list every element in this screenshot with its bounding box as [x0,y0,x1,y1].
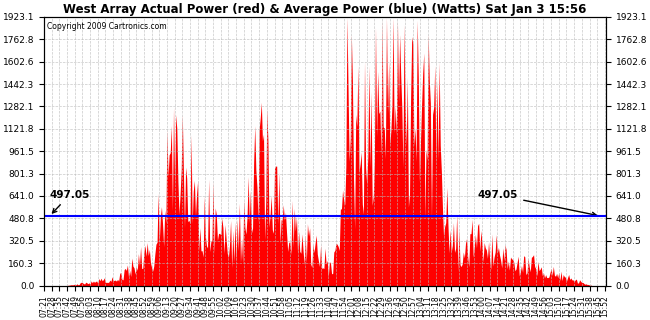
Title: West Array Actual Power (red) & Average Power (blue) (Watts) Sat Jan 3 15:56: West Array Actual Power (red) & Average … [63,3,587,16]
Text: 497.05: 497.05 [49,190,90,213]
Text: 497.05: 497.05 [478,190,596,216]
Text: Copyright 2009 Cartronics.com: Copyright 2009 Cartronics.com [47,22,166,31]
